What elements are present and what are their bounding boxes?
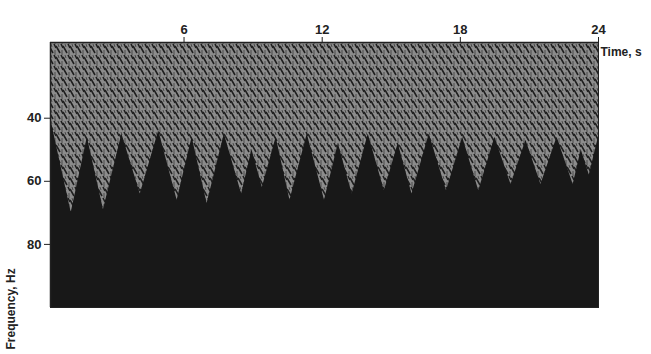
svg-text:Frequency, Hz: Frequency, Hz	[4, 268, 18, 349]
svg-text:40: 40	[27, 110, 41, 125]
svg-text:60: 60	[27, 173, 41, 188]
svg-text:80: 80	[27, 237, 41, 252]
svg-text:Time, s: Time, s	[601, 45, 642, 59]
svg-text:12: 12	[315, 22, 329, 37]
svg-text:18: 18	[453, 22, 467, 37]
svg-text:24: 24	[591, 22, 606, 37]
svg-text:6: 6	[180, 22, 187, 37]
